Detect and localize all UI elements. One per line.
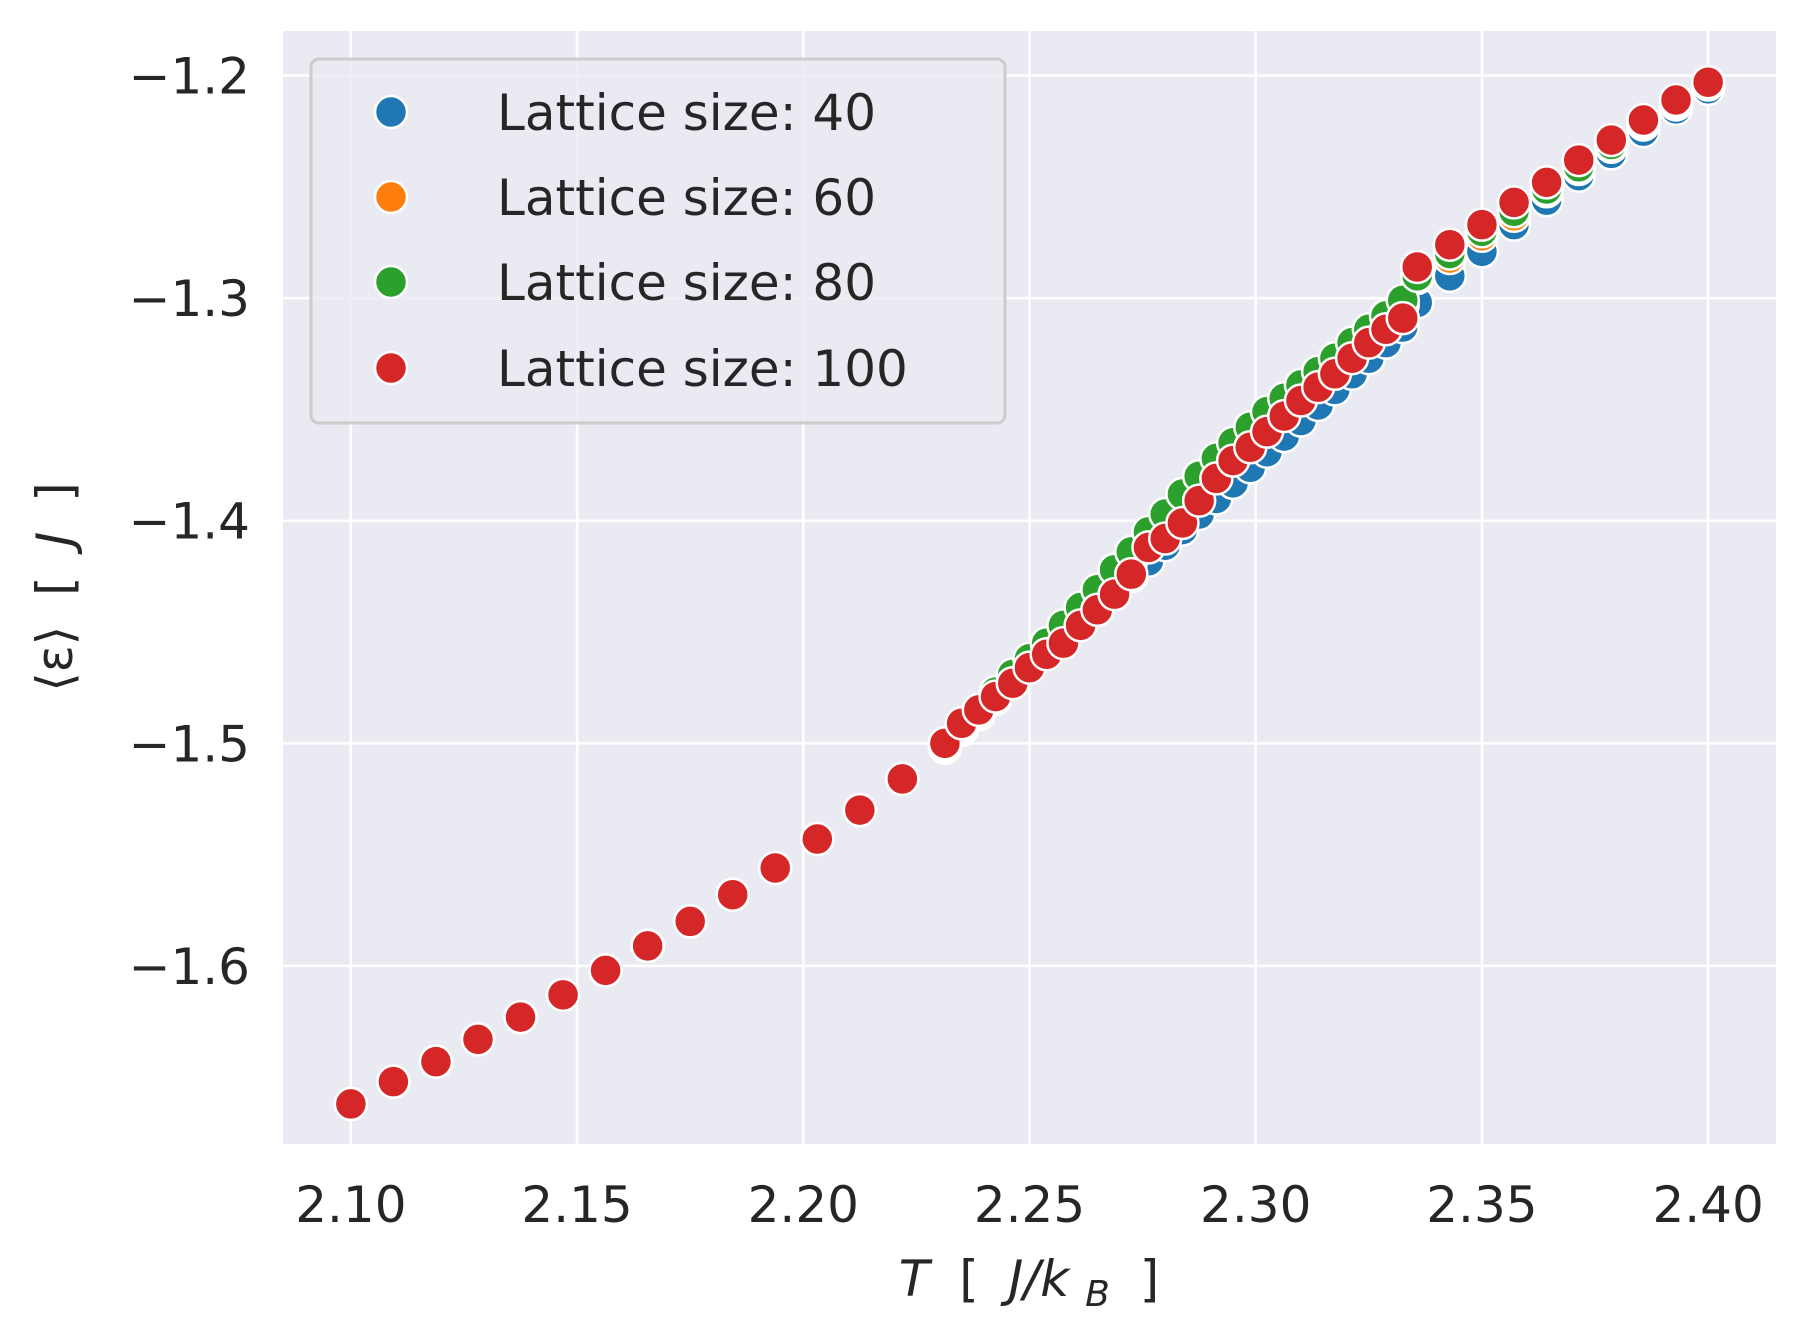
data-point bbox=[672, 904, 708, 939]
data-point bbox=[1399, 249, 1435, 285]
data-point bbox=[1690, 64, 1726, 100]
y-tick-label: −1.4 bbox=[129, 493, 250, 551]
data-point bbox=[1594, 122, 1629, 158]
y-axis-label: ⟨ε⟩ [ J ] bbox=[26, 482, 84, 692]
y-tick-label: −1.5 bbox=[129, 715, 250, 773]
data-point bbox=[1561, 142, 1596, 178]
data-point bbox=[418, 1044, 454, 1079]
series-4 bbox=[333, 64, 1726, 1122]
data-point bbox=[842, 792, 878, 828]
legend-label: Lattice size: 40 bbox=[497, 84, 876, 142]
legend-box bbox=[309, 57, 1007, 425]
data-point bbox=[757, 850, 793, 886]
data-point bbox=[503, 999, 538, 1035]
data-point bbox=[885, 761, 920, 797]
data-point bbox=[715, 877, 750, 912]
x-tick-label: 2.35 bbox=[1426, 1176, 1537, 1234]
x-tick-label: 2.25 bbox=[974, 1176, 1085, 1234]
x-tick-label: 2.15 bbox=[521, 1176, 632, 1234]
data-point bbox=[800, 821, 835, 857]
data-points bbox=[333, 64, 1726, 1122]
data-point bbox=[630, 928, 665, 964]
legend-label: Lattice size: 100 bbox=[497, 340, 908, 398]
data-point bbox=[1385, 300, 1420, 336]
legend-item: Lattice size: 80 bbox=[373, 254, 876, 312]
legend-marker bbox=[373, 350, 409, 386]
data-point bbox=[460, 1022, 496, 1057]
y-tick-label: −1.3 bbox=[129, 270, 250, 328]
data-point bbox=[545, 977, 581, 1013]
legend: Lattice size: 40 Lattice size: 60 Lattice … bbox=[309, 57, 1007, 425]
data-point bbox=[1464, 207, 1500, 242]
data-point bbox=[1114, 556, 1149, 592]
x-tick-label: 2.20 bbox=[748, 1176, 859, 1234]
legend-item: Lattice size: 100 bbox=[373, 340, 908, 398]
legend-label: Lattice size: 80 bbox=[497, 254, 876, 312]
data-point bbox=[376, 1064, 411, 1099]
data-point bbox=[588, 953, 623, 988]
data-point bbox=[333, 1086, 369, 1122]
legend-item: Lattice size: 60 bbox=[373, 169, 876, 227]
y-tick-label: −1.2 bbox=[129, 48, 250, 106]
y-tick-label: −1.6 bbox=[129, 938, 250, 996]
legend-marker bbox=[373, 264, 409, 300]
x-tick-labels: 2.10 2.15 2.20 2.25 2.30 2.35 2.40 bbox=[295, 1176, 1764, 1234]
legend-item: Lattice size: 40 bbox=[373, 84, 876, 142]
y-tick-labels: −1.2 −1.3 −1.4 −1.5 −1.6 bbox=[129, 48, 250, 996]
legend-marker bbox=[373, 179, 409, 215]
legend-label: Lattice size: 60 bbox=[497, 169, 876, 227]
data-point bbox=[1529, 165, 1564, 200]
data-point bbox=[1626, 102, 1661, 138]
x-tick-label: 2.10 bbox=[295, 1176, 406, 1234]
x-axis-label: T [ J/k B ] bbox=[899, 1250, 1159, 1318]
data-point bbox=[1432, 227, 1468, 262]
legend-marker bbox=[373, 94, 409, 130]
data-point bbox=[1658, 82, 1694, 118]
x-tick-label: 2.30 bbox=[1200, 1176, 1311, 1234]
x-tick-label: 2.40 bbox=[1652, 1176, 1763, 1234]
data-point bbox=[1496, 185, 1532, 220]
